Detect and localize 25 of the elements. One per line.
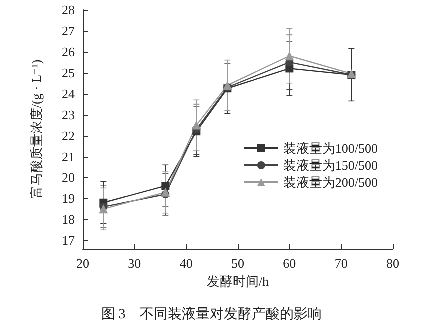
x-axis-title: 发酵时间/h	[206, 274, 270, 289]
x-tick-label: 40	[180, 256, 193, 271]
x-tick-label: 80	[386, 256, 400, 271]
y-tick-label: 24	[62, 86, 76, 102]
x-tick-label: 70	[334, 256, 348, 271]
x-tick-label: 50	[232, 256, 244, 271]
y-tick-label: 19	[62, 191, 75, 206]
y-tick-label: 18	[62, 212, 75, 228]
legend-label: 装液量为150/500	[283, 158, 378, 173]
y-tick-label: 27	[62, 23, 76, 38]
x-tick-label: 20	[76, 256, 90, 271]
x-tick-label: 60	[283, 256, 296, 271]
y-tick-label: 20	[62, 170, 75, 186]
y-tick-label: 21	[62, 149, 75, 164]
y-tick-label: 17	[62, 233, 76, 248]
legend-label: 装液量为100/500	[283, 141, 378, 156]
y-tick-label: 22	[62, 128, 75, 144]
y-tick-label: 23	[62, 107, 75, 122]
y-tick-label: 26	[62, 44, 76, 60]
y-axis-title: 富马酸质量浓度/(g · L⁻¹)	[29, 60, 44, 200]
y-tick-label: 25	[62, 65, 75, 80]
legend-label: 装液量为200/500	[283, 175, 378, 190]
text: 图 3 不同装液量对发酵产酸的影响	[101, 306, 322, 322]
x-tick-label: 30	[128, 256, 142, 271]
y-tick-label: 28	[62, 2, 75, 18]
